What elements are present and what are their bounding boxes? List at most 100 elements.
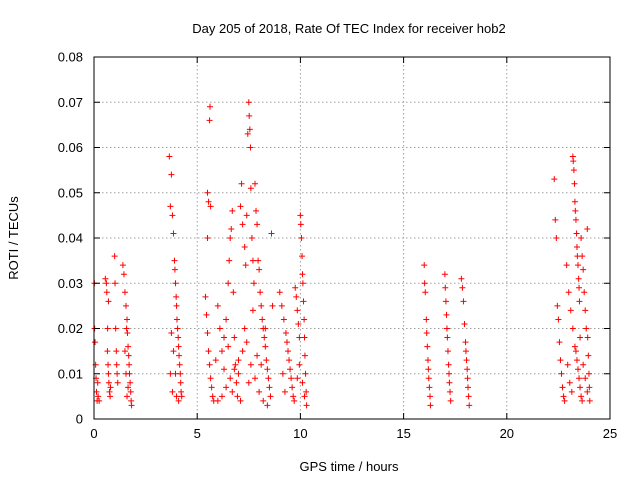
data-point-plus-marker xyxy=(427,393,434,400)
data-point-plus-marker xyxy=(579,253,586,260)
data-point-plus-marker xyxy=(235,357,242,364)
data-point-plus-marker xyxy=(444,348,451,355)
data-point-plus-marker xyxy=(294,375,301,382)
data-point-plus-marker xyxy=(267,393,274,400)
data-point-plus-marker xyxy=(96,397,103,404)
data-point-plus-marker xyxy=(125,352,132,359)
data-point-plus-marker xyxy=(571,198,578,205)
data-point-plus-marker xyxy=(235,370,242,377)
data-point-plus-marker xyxy=(301,352,308,359)
data-point-plus-marker xyxy=(296,361,303,368)
data-point-plus-marker xyxy=(223,316,230,323)
data-points xyxy=(91,99,593,409)
data-point-plus-marker xyxy=(105,298,112,305)
data-point-plus-marker xyxy=(460,298,467,305)
data-point-plus-marker xyxy=(233,379,240,386)
data-point-plus-marker xyxy=(269,302,276,309)
data-point-plus-marker xyxy=(569,325,576,332)
data-point-plus-marker xyxy=(245,99,252,106)
data-point-plus-marker xyxy=(268,230,275,237)
data-point-plus-marker xyxy=(303,388,310,395)
data-point-plus-marker xyxy=(254,352,261,359)
data-point-plus-marker xyxy=(243,212,250,219)
data-point-plus-marker xyxy=(256,266,263,273)
data-point-plus-marker xyxy=(203,311,210,318)
data-point-plus-marker xyxy=(218,393,225,400)
data-point-plus-marker xyxy=(584,225,591,232)
data-point-plus-marker xyxy=(260,397,267,404)
data-point-plus-marker xyxy=(227,375,234,382)
data-point-plus-marker xyxy=(577,334,584,341)
data-point-plus-marker xyxy=(223,384,230,391)
data-point-plus-marker xyxy=(293,293,300,300)
data-point-plus-marker xyxy=(445,361,452,368)
data-point-plus-marker xyxy=(169,388,176,395)
x-tick-label: 25 xyxy=(603,426,617,441)
data-point-plus-marker xyxy=(128,402,135,409)
data-point-plus-marker xyxy=(585,352,592,359)
data-point-plus-marker xyxy=(264,402,271,409)
data-point-plus-marker xyxy=(585,370,592,377)
data-point-plus-marker xyxy=(282,330,289,337)
data-point-plus-marker xyxy=(175,343,182,350)
data-point-plus-marker xyxy=(568,388,575,395)
data-point-plus-marker xyxy=(172,370,179,377)
data-point-plus-marker xyxy=(225,343,232,350)
data-point-plus-marker xyxy=(111,253,118,260)
data-point-plus-marker xyxy=(583,325,590,332)
data-point-plus-marker xyxy=(560,393,567,400)
x-tick-label: 15 xyxy=(396,426,410,441)
data-point-plus-marker xyxy=(254,221,261,228)
data-point-plus-marker xyxy=(229,207,236,214)
data-point-plus-marker xyxy=(447,388,454,395)
data-point-plus-marker xyxy=(427,402,434,409)
data-point-plus-marker xyxy=(291,397,298,404)
data-point-plus-marker xyxy=(286,357,293,364)
data-point-plus-marker xyxy=(247,361,254,368)
data-point-plus-marker xyxy=(301,334,308,341)
data-point-plus-marker xyxy=(571,343,578,350)
data-point-plus-marker xyxy=(228,225,235,232)
data-point-plus-marker xyxy=(551,176,558,183)
data-point-plus-marker xyxy=(250,280,257,287)
data-point-plus-marker xyxy=(237,397,244,404)
data-point-plus-marker xyxy=(171,266,178,273)
data-point-plus-marker xyxy=(172,280,179,287)
data-point-plus-marker xyxy=(242,262,249,269)
data-point-plus-marker xyxy=(575,262,582,269)
data-point-plus-marker xyxy=(443,311,450,318)
data-point-plus-marker xyxy=(446,370,453,377)
data-point-plus-marker xyxy=(261,334,268,341)
data-point-plus-marker xyxy=(262,343,269,350)
data-point-plus-marker xyxy=(103,280,110,287)
data-point-plus-marker xyxy=(561,397,568,404)
data-point-plus-marker xyxy=(573,230,580,237)
x-tick-label: 10 xyxy=(293,426,307,441)
data-point-plus-marker xyxy=(127,388,134,395)
data-point-plus-marker xyxy=(239,221,246,228)
data-point-plus-marker xyxy=(292,284,299,291)
data-point-plus-marker xyxy=(104,348,111,355)
data-point-plus-marker xyxy=(559,384,566,391)
data-point-plus-marker xyxy=(287,366,294,373)
data-point-plus-marker xyxy=(555,316,562,323)
y-tick-label: 0.04 xyxy=(58,231,83,246)
data-point-plus-marker xyxy=(216,325,223,332)
data-point-plus-marker xyxy=(257,289,264,296)
data-point-plus-marker xyxy=(170,348,177,355)
grid-lines xyxy=(94,57,610,419)
data-point-plus-marker xyxy=(247,185,254,192)
data-point-plus-marker xyxy=(299,253,306,260)
data-point-plus-marker xyxy=(177,379,184,386)
data-point-plus-marker xyxy=(226,257,233,264)
data-point-plus-marker xyxy=(422,289,429,296)
data-point-plus-marker xyxy=(241,325,248,332)
data-point-plus-marker xyxy=(571,180,578,187)
data-point-plus-marker xyxy=(294,307,301,314)
data-point-plus-marker xyxy=(296,334,303,341)
data-point-plus-marker xyxy=(207,203,214,210)
data-point-plus-marker xyxy=(230,289,237,296)
data-point-plus-marker xyxy=(231,366,238,373)
data-point-plus-marker xyxy=(299,280,306,287)
data-point-plus-marker xyxy=(462,348,469,355)
